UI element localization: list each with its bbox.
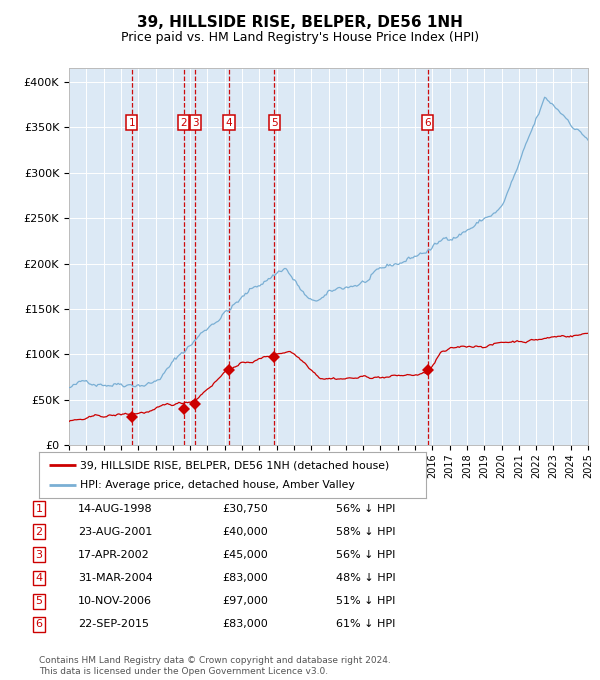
Text: 4: 4 (35, 573, 43, 583)
Text: 39, HILLSIDE RISE, BELPER, DE56 1NH (detached house): 39, HILLSIDE RISE, BELPER, DE56 1NH (det… (80, 460, 389, 470)
Text: 14-AUG-1998: 14-AUG-1998 (78, 504, 152, 513)
Text: 56% ↓ HPI: 56% ↓ HPI (336, 504, 395, 513)
Text: 1: 1 (128, 118, 135, 128)
Text: £83,000: £83,000 (222, 573, 268, 583)
Text: 6: 6 (424, 118, 431, 128)
Text: £83,000: £83,000 (222, 619, 268, 629)
Text: 5: 5 (271, 118, 277, 128)
Text: 17-APR-2002: 17-APR-2002 (78, 550, 150, 560)
Text: 56% ↓ HPI: 56% ↓ HPI (336, 550, 395, 560)
Text: 22-SEP-2015: 22-SEP-2015 (78, 619, 149, 629)
Text: 4: 4 (226, 118, 232, 128)
Text: 2: 2 (35, 527, 43, 537)
Text: 2: 2 (181, 118, 187, 128)
Text: 6: 6 (35, 619, 43, 629)
Text: 5: 5 (35, 596, 43, 606)
Text: 3: 3 (192, 118, 199, 128)
Text: £45,000: £45,000 (222, 550, 268, 560)
Text: 10-NOV-2006: 10-NOV-2006 (78, 596, 152, 606)
Text: 23-AUG-2001: 23-AUG-2001 (78, 527, 152, 537)
Text: £97,000: £97,000 (222, 596, 268, 606)
Text: 39, HILLSIDE RISE, BELPER, DE56 1NH: 39, HILLSIDE RISE, BELPER, DE56 1NH (137, 15, 463, 30)
Text: 58% ↓ HPI: 58% ↓ HPI (336, 527, 395, 537)
Text: 61% ↓ HPI: 61% ↓ HPI (336, 619, 395, 629)
Text: £30,750: £30,750 (222, 504, 268, 513)
Text: 51% ↓ HPI: 51% ↓ HPI (336, 596, 395, 606)
Text: Contains HM Land Registry data © Crown copyright and database right 2024.: Contains HM Land Registry data © Crown c… (39, 656, 391, 665)
Text: 31-MAR-2004: 31-MAR-2004 (78, 573, 153, 583)
Text: 48% ↓ HPI: 48% ↓ HPI (336, 573, 395, 583)
Text: 3: 3 (35, 550, 43, 560)
Text: This data is licensed under the Open Government Licence v3.0.: This data is licensed under the Open Gov… (39, 667, 328, 676)
Text: Price paid vs. HM Land Registry's House Price Index (HPI): Price paid vs. HM Land Registry's House … (121, 31, 479, 44)
Text: £40,000: £40,000 (222, 527, 268, 537)
Text: 1: 1 (35, 504, 43, 513)
Text: HPI: Average price, detached house, Amber Valley: HPI: Average price, detached house, Ambe… (80, 481, 355, 490)
